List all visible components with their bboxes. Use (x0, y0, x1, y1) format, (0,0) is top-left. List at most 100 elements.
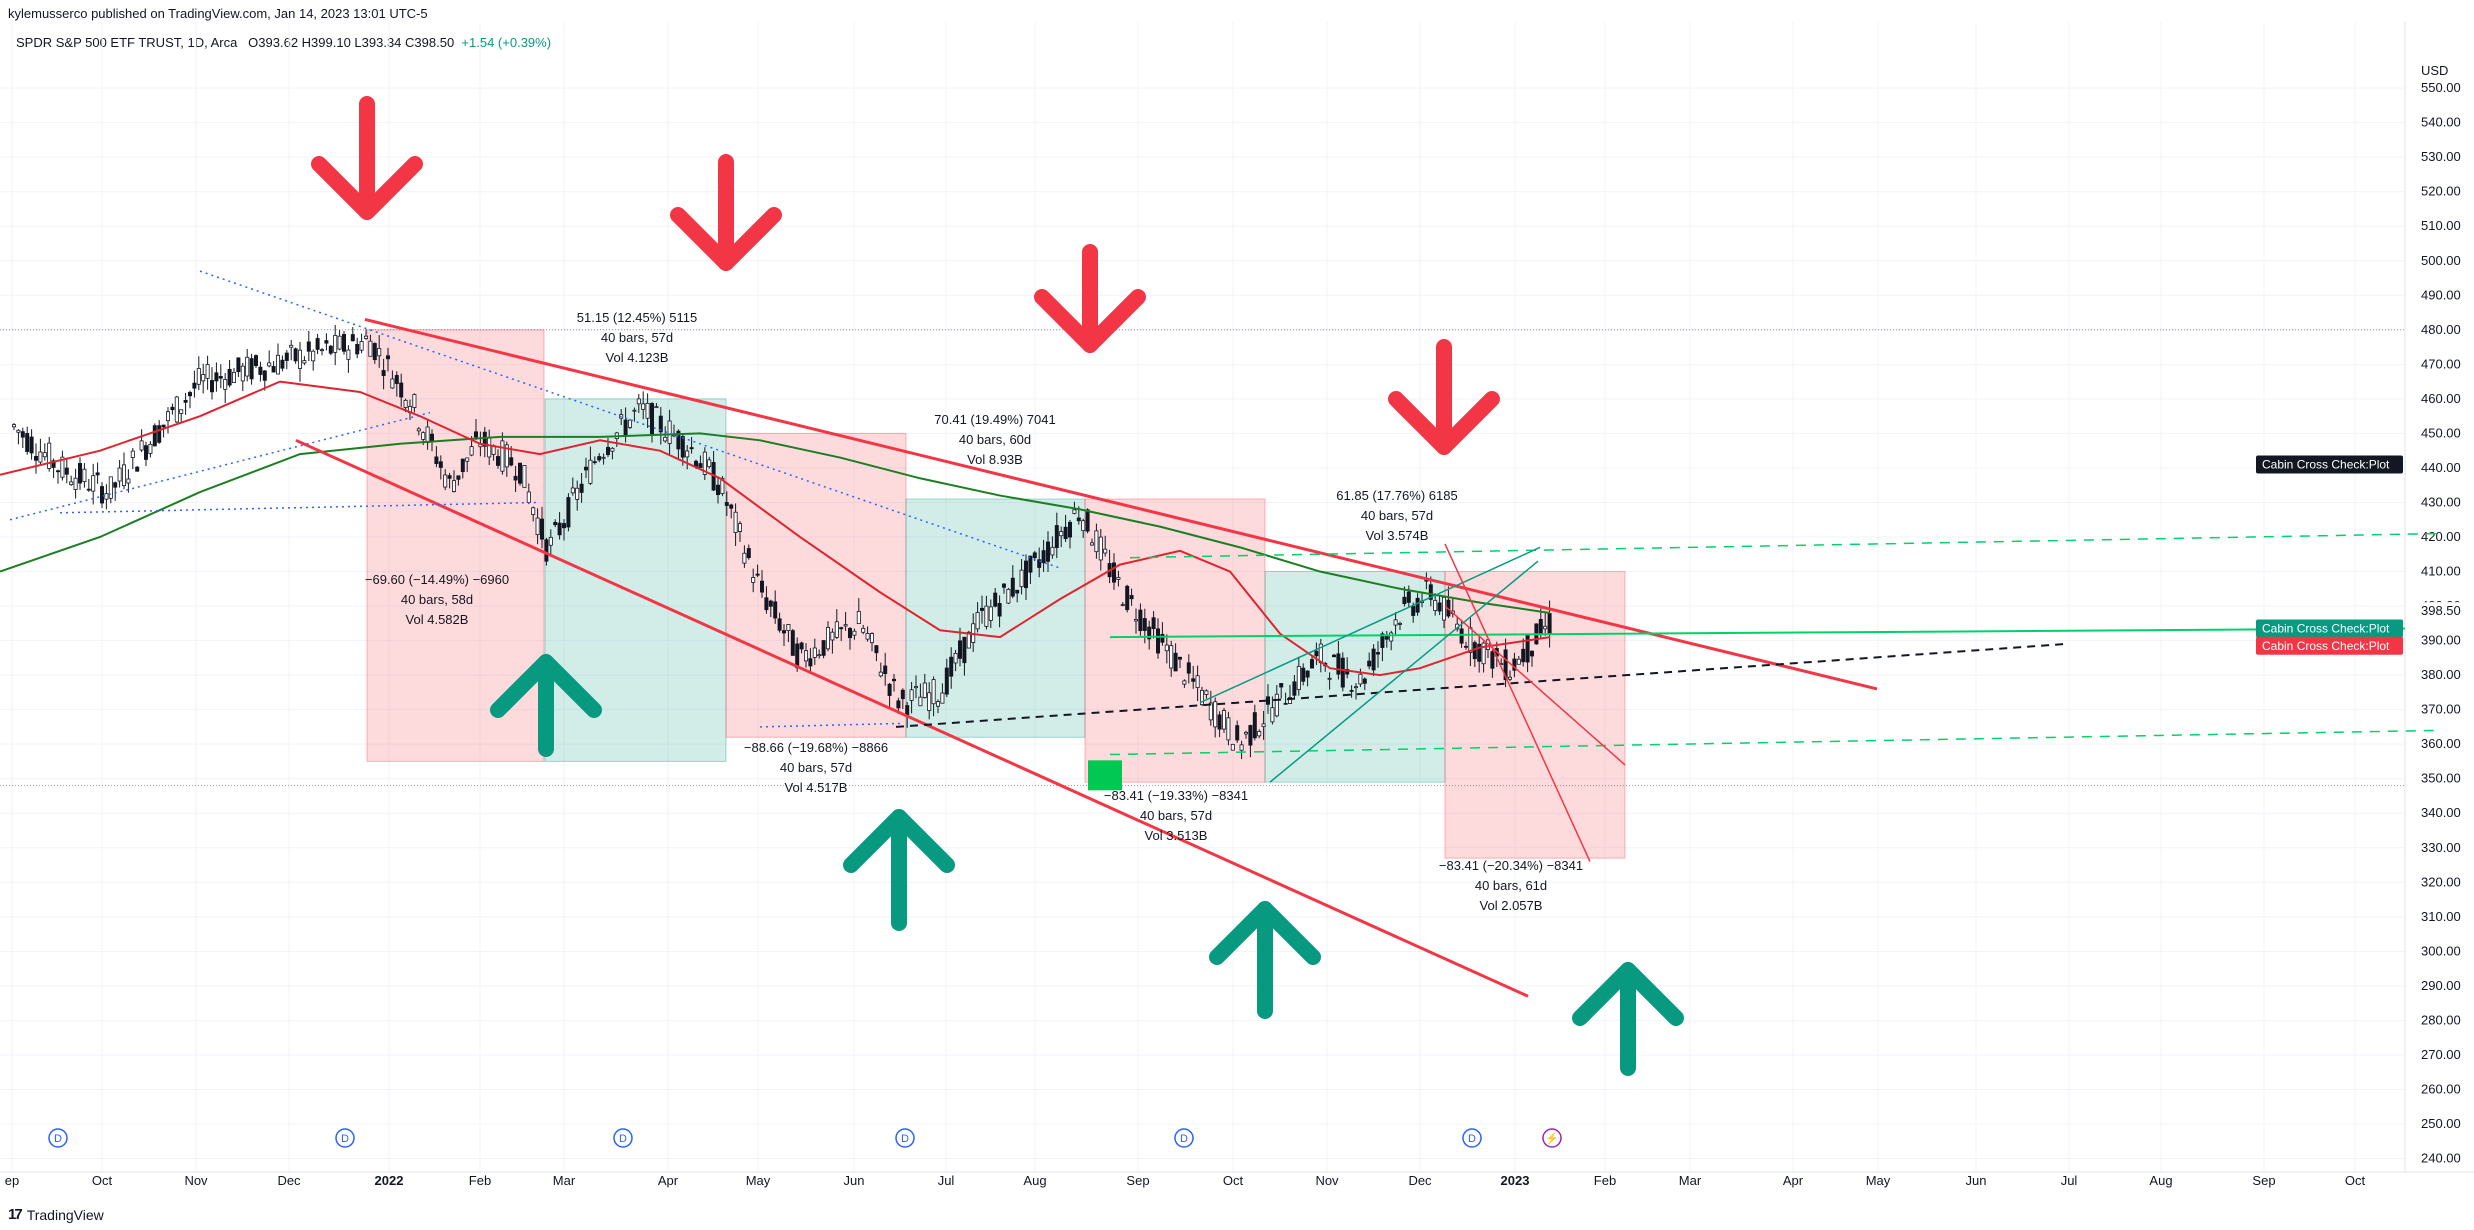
candle-body (311, 350, 316, 362)
candle-body (385, 355, 390, 360)
candle-body (1134, 619, 1139, 622)
price-tick-label: 470.00 (2421, 356, 2461, 371)
candle-body (355, 344, 360, 355)
ohlc-values: O393.62 H399.10 L393.34 C398.50 (248, 35, 455, 50)
price-tick-label: 490.00 (2421, 287, 2461, 302)
candle-body (1191, 678, 1196, 682)
symbol-name[interactable]: SPDR S&P 500 ETF TRUST, 1D, Arca (16, 35, 238, 50)
time-tick-label: Mar (1679, 1173, 1702, 1188)
dividend-marker-label: D (1468, 1133, 1476, 1145)
candle-body (100, 486, 105, 504)
candle-body (86, 488, 91, 491)
candle-body (223, 379, 228, 390)
candle-body (504, 444, 509, 468)
dividend-marker-label: D (619, 1133, 627, 1145)
candle-body (746, 548, 751, 559)
candle-body (465, 457, 470, 462)
candle-body (1332, 654, 1337, 658)
candle-body (755, 573, 760, 576)
candle-body (1477, 643, 1482, 662)
candle-body (557, 522, 562, 536)
candle-body (733, 511, 738, 533)
candle-body (751, 577, 756, 583)
time-tick-label: Aug (2149, 1173, 2172, 1188)
price-tick-label: 250.00 (2421, 1116, 2461, 1131)
brand-label: TradingView (26, 1206, 104, 1223)
candle-body (236, 357, 241, 373)
time-tick-label: 2022 (375, 1173, 404, 1188)
candle-body (284, 352, 289, 361)
candle-body (509, 457, 514, 466)
up-arrow-head-icon (1209, 901, 1321, 965)
candle-body (179, 409, 184, 414)
candle-body (249, 358, 254, 380)
candle-body (1059, 531, 1064, 537)
candle-body (1200, 689, 1205, 706)
indicator-label-bg (2256, 619, 2403, 638)
measure-box (725, 432, 907, 738)
candle-body (1521, 648, 1526, 663)
candle-body (170, 406, 175, 411)
candle-body (610, 447, 615, 452)
down-arrow-head-icon (1388, 391, 1500, 455)
candle-body (460, 458, 465, 473)
candle-body (1362, 678, 1367, 684)
candle-body (1081, 520, 1086, 532)
candle-body (729, 504, 734, 509)
candle-body (438, 461, 443, 468)
time-tick-label: Dec (277, 1173, 301, 1188)
candle-body (702, 451, 707, 475)
candle-body (575, 487, 580, 500)
earnings-marker-icon (1542, 1128, 1562, 1148)
candle-body (676, 430, 681, 450)
candle-body (1178, 656, 1183, 660)
publish-info: kylemusserco published on TradingView.co… (8, 6, 428, 21)
candle-body (1516, 658, 1521, 665)
candle-body (707, 459, 712, 468)
candle-body (592, 461, 597, 464)
candle-body (1235, 725, 1240, 741)
candle-body (1428, 584, 1433, 600)
candle-body (1169, 645, 1174, 669)
candle-body (1376, 652, 1381, 655)
candle-body (1028, 555, 1033, 573)
candle-body (1239, 744, 1244, 751)
candle-body (782, 630, 787, 634)
price-chart[interactable]: 550.00 540.00 530.00 520.00 510.00 500.00 490.… (0, 22, 2474, 1202)
candle-body (1349, 690, 1354, 692)
candle-body (1248, 725, 1253, 746)
indicator-label-bg (2256, 455, 2403, 474)
candle-body (584, 466, 589, 471)
candle-body (262, 370, 267, 381)
candle-body (95, 472, 100, 476)
candle-body (1384, 635, 1389, 640)
time-tick-label: Apr (1783, 1173, 1804, 1188)
candle-body (993, 592, 998, 607)
lower-dashed-channel (1109, 729, 2441, 756)
candle-body (73, 477, 78, 490)
candle-body (535, 517, 540, 536)
measure-label: Vol 3.513B (1145, 828, 1208, 843)
down-arrow-head-icon (670, 207, 782, 271)
price-tick-label: 480.00 (2421, 322, 2461, 337)
candle-body (130, 450, 135, 458)
measure-label: 70.41 (19.49%) 7041 (934, 412, 1055, 427)
measure-label: 51.15 (12.45%) 5115 (577, 310, 697, 325)
time-tick-label: Oct (2345, 1173, 2366, 1188)
candle-body (764, 597, 769, 611)
up-arrow-head-icon (843, 809, 955, 873)
candle-body (500, 440, 505, 472)
candle-body (425, 426, 430, 444)
time-tick-label: Jun (1966, 1173, 1987, 1188)
candle-body (245, 356, 250, 377)
candle-body (1296, 665, 1301, 690)
dividend-marker-icon (895, 1128, 915, 1148)
symbol-info: SPDR S&P 500 ETF TRUST, 1D, Arca O393.62… (16, 35, 551, 50)
price-tick-label: 540.00 (2421, 115, 2461, 130)
price-tick-label: 320.00 (2421, 874, 2461, 889)
candle-body (628, 419, 633, 428)
price-tick-label: 410.00 (2421, 564, 2461, 579)
price-tick-label: 440.00 (2421, 460, 2461, 475)
candle-body (834, 621, 839, 638)
measure-label: Vol 4.517B (785, 780, 848, 795)
